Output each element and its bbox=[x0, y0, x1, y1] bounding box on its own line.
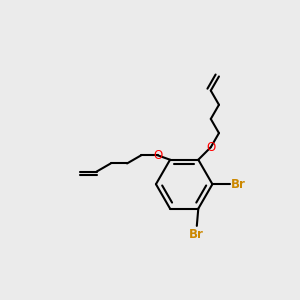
Text: Br: Br bbox=[231, 178, 246, 191]
Text: O: O bbox=[153, 149, 162, 162]
Text: O: O bbox=[206, 141, 215, 154]
Text: Br: Br bbox=[189, 228, 204, 241]
